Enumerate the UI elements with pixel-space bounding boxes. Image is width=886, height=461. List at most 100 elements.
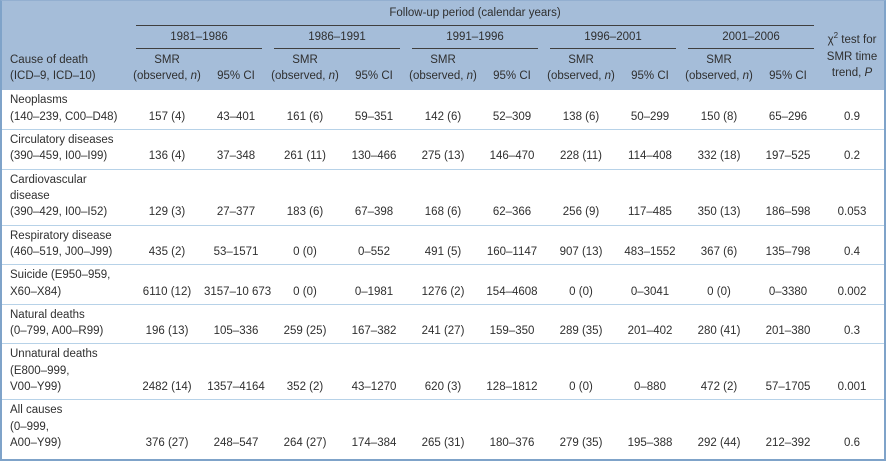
table-header: Follow-up period (calendar years) 1981–1… bbox=[2, 1, 884, 91]
cause-header-line2: (ICD–9, ICD–10) bbox=[10, 70, 96, 83]
table-row: Suicide (E950–959, X60–X84) 6110 (12) 31… bbox=[2, 265, 884, 305]
smr-cell: 292 (44) bbox=[697, 437, 741, 450]
chi-symbol: χ bbox=[827, 33, 834, 46]
followup-period-label: Follow-up period (calendar years) bbox=[136, 6, 815, 26]
n-symbol: n bbox=[742, 70, 750, 83]
ci-cell: 117–485 bbox=[628, 206, 672, 219]
cause-line: Unnatural deaths bbox=[10, 348, 98, 361]
chi-superscript: 2 bbox=[833, 31, 839, 41]
smr-cell: 907 (13) bbox=[559, 245, 603, 258]
ci-cell: 130–466 bbox=[351, 150, 397, 163]
p-value-cell: 0.2 bbox=[844, 150, 861, 163]
cause-line: Respiratory disease bbox=[10, 229, 112, 242]
ci-cell: 37–348 bbox=[216, 150, 256, 163]
ci-cell: 212–392 bbox=[765, 437, 811, 450]
ci-cell: 114–408 bbox=[628, 150, 672, 163]
smr-cell: 279 (35) bbox=[559, 437, 603, 450]
smr-cell: 265 (31) bbox=[421, 437, 465, 450]
table-row: Natural deaths (0–799, A00–R99) 196 (13)… bbox=[2, 304, 884, 344]
ci-cell: 201–380 bbox=[765, 325, 811, 338]
cause-line: (390–429, I00–I52) bbox=[10, 206, 108, 219]
ci-cell: 0–880 bbox=[634, 381, 666, 394]
ci-cell: 105–336 bbox=[213, 325, 259, 338]
cause-line: (390–459, I00–I99) bbox=[10, 150, 108, 163]
ci-cell: 65–296 bbox=[768, 110, 808, 123]
smr-cell: 0 (0) bbox=[569, 381, 593, 394]
cause-of-death-cell: Circulatory diseases (390–459, I00–I99) bbox=[2, 129, 130, 169]
cause-of-death-header: Cause of death (ICD–9, ICD–10) bbox=[2, 49, 130, 90]
ci-cell: 52–309 bbox=[492, 110, 532, 123]
cause-of-death-cell: Respiratory disease (460–519, J00–J99) bbox=[2, 225, 130, 265]
ci-cell: 0–552 bbox=[358, 245, 390, 258]
ci-cell: 1357–4164 bbox=[207, 381, 265, 394]
p-value-cell: 0.6 bbox=[844, 437, 861, 450]
smr-cell: 256 (9) bbox=[562, 206, 600, 219]
smr-cell: 280 (41) bbox=[697, 325, 741, 338]
n-symbol: n bbox=[604, 70, 612, 83]
smr-cell: 241 (27) bbox=[421, 325, 465, 338]
ci-cell: 154–4608 bbox=[486, 285, 538, 298]
period-label: 2001–2006 bbox=[688, 30, 815, 50]
smr-cell: 129 (3) bbox=[148, 206, 186, 219]
ci-subheader: 95% CI bbox=[355, 70, 393, 83]
p-value-cell: 0.001 bbox=[837, 381, 867, 394]
smr-cell: 264 (27) bbox=[283, 437, 327, 450]
table-row: Circulatory diseases (390–459, I00–I99) … bbox=[2, 129, 884, 170]
smr-subheader: SMR (observed, n) bbox=[409, 54, 477, 83]
chi-line1: test for bbox=[838, 33, 877, 46]
p-value-cell: 0.4 bbox=[844, 245, 861, 258]
ci-cell: 0–3380 bbox=[768, 285, 808, 298]
ci-cell: 57–1705 bbox=[765, 381, 811, 394]
cause-line: Cardiovascular bbox=[10, 173, 87, 186]
smr-cell: 157 (4) bbox=[148, 110, 186, 123]
cause-of-death-cell: Natural deaths (0–799, A00–R99) bbox=[2, 304, 130, 344]
period-header-1981-1986: 1981–1986 bbox=[130, 26, 268, 50]
smr-cell: 472 (2) bbox=[700, 381, 738, 394]
n-symbol: n bbox=[466, 70, 474, 83]
period-header-1996-2001: 1996–2001 bbox=[544, 26, 682, 50]
cause-of-death-cell: Unnatural deaths (E800–999, V00–Y99) bbox=[2, 344, 130, 400]
chi-square-test-header: χ2 test for SMR time trend, P bbox=[820, 26, 884, 91]
smr-cell: 1276 (2) bbox=[421, 285, 465, 298]
smr-subheader: SMR (observed, n) bbox=[685, 54, 753, 83]
smr-cell: 289 (35) bbox=[559, 325, 603, 338]
ci-cell: 483–1552 bbox=[624, 245, 676, 258]
cause-line: A00–Y99) bbox=[10, 437, 62, 450]
period-header-1986-1991: 1986–1991 bbox=[268, 26, 406, 50]
ci-cell: 186–598 bbox=[765, 206, 811, 219]
period-header-2001-2006: 2001–2006 bbox=[682, 26, 820, 50]
ci-cell: 167–382 bbox=[351, 325, 397, 338]
cause-line: Neoplasms bbox=[10, 94, 68, 107]
chi-line3: trend, bbox=[831, 67, 865, 80]
cause-line: Suicide (E950–959, bbox=[10, 269, 111, 282]
smr-cell: 142 (6) bbox=[424, 110, 462, 123]
cause-line: V00–Y99) bbox=[10, 381, 62, 394]
cause-line: (0–799, A00–R99) bbox=[10, 325, 104, 338]
ci-cell: 160–1147 bbox=[486, 245, 538, 258]
smr-cell: 6110 (12) bbox=[142, 285, 192, 298]
cause-of-death-cell: Neoplasms (140–239, C00–D48) bbox=[2, 90, 130, 129]
smr-cell: 228 (11) bbox=[560, 150, 602, 163]
table-row: Respiratory disease (460–519, J00–J99) 4… bbox=[2, 225, 884, 265]
smr-cell: 332 (18) bbox=[697, 150, 741, 163]
smr-cell: 0 (0) bbox=[569, 285, 593, 298]
cause-line: All causes bbox=[10, 404, 63, 417]
smr-cell: 259 (25) bbox=[283, 325, 327, 338]
ci-cell: 59–351 bbox=[354, 110, 394, 123]
table-row: Neoplasms (140–239, C00–D48) 157 (4) 43–… bbox=[2, 90, 884, 130]
cause-line: (140–239, C00–D48) bbox=[10, 110, 118, 123]
table-body: Neoplasms (140–239, C00–D48) 157 (4) 43–… bbox=[2, 90, 884, 455]
ci-cell: 27–377 bbox=[216, 206, 256, 219]
smr-cell: 435 (2) bbox=[148, 245, 186, 258]
table-row: Cardiovascular disease (390–429, I00–I52… bbox=[2, 169, 884, 226]
ci-cell: 248–547 bbox=[213, 437, 259, 450]
cause-of-death-cell: Cardiovascular disease (390–429, I00–I52… bbox=[2, 169, 130, 225]
smr-subheader: SMR (observed, n) bbox=[271, 54, 339, 83]
p-value-cell: 0.002 bbox=[837, 285, 867, 298]
cause-line: (0–999, bbox=[10, 420, 50, 433]
n-symbol: n bbox=[328, 70, 336, 83]
smr-cell: 0 (0) bbox=[293, 285, 317, 298]
period-label: 1991–1996 bbox=[412, 30, 538, 50]
